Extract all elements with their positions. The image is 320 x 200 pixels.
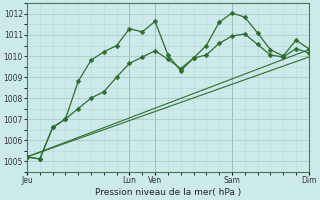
X-axis label: Pression niveau de la mer( hPa ): Pression niveau de la mer( hPa ) <box>95 188 241 197</box>
